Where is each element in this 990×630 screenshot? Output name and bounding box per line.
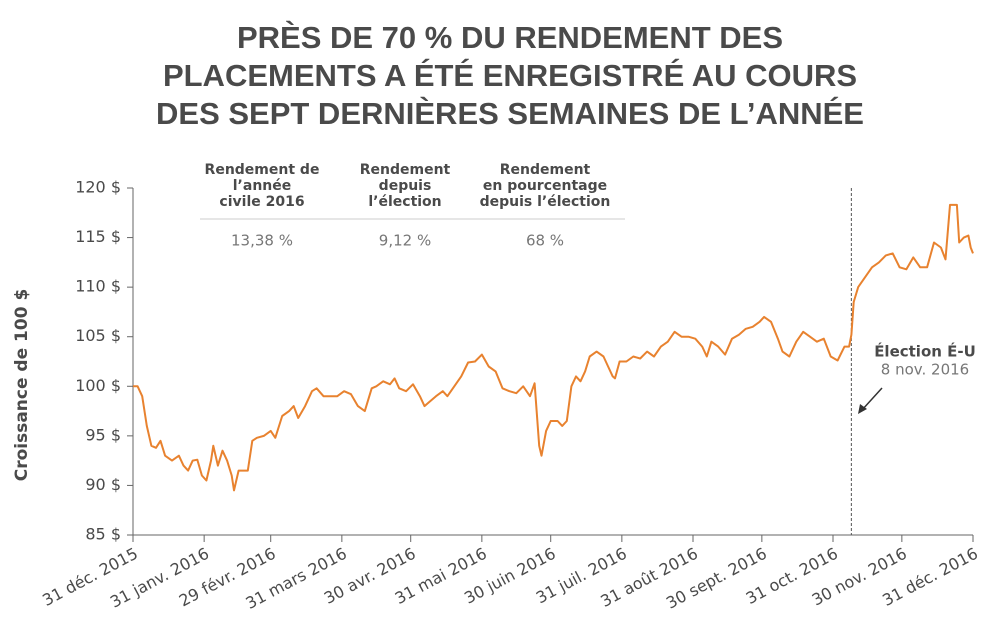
chart-title: DES SEPT DERNIÈRES SEMAINES DE L’ANNÉE <box>156 96 864 131</box>
annotation-title: Élection É-U <box>874 342 976 361</box>
chart-title: PRÈS DE 70 % DU RENDEMENT DES <box>237 20 783 55</box>
data-line <box>133 203 974 492</box>
annotation-arrow <box>861 387 883 411</box>
chart-title: PLACEMENTS A ÉTÉ ENREGISTRÉ AU COURS <box>163 58 857 93</box>
annotation-arrowhead <box>858 404 867 414</box>
table-header: Rendement <box>360 162 451 178</box>
table-header: l’élection <box>368 194 441 210</box>
y-tick-label: 95 $ <box>85 425 121 444</box>
table-header: civile 2016 <box>219 194 304 210</box>
y-tick-label: 110 $ <box>75 277 121 296</box>
annotation-date: 8 nov. 2016 <box>881 361 969 379</box>
y-tick-label: 115 $ <box>75 227 121 246</box>
y-axis-label: Croissance de 100 $ <box>12 289 32 482</box>
table-header: depuis l’élection <box>480 194 611 210</box>
table-value: 9,12 % <box>379 232 431 250</box>
y-tick-label: 105 $ <box>75 326 121 345</box>
y-tick-label: 100 $ <box>75 376 121 395</box>
table-header: en pourcentage <box>483 178 607 194</box>
table-header: Rendement <box>500 162 591 178</box>
y-tick-label: 90 $ <box>85 475 121 494</box>
y-tick-label: 85 $ <box>85 525 121 544</box>
y-tick-label: 120 $ <box>75 178 121 197</box>
table-value: 68 % <box>526 232 564 250</box>
table-header: l’année <box>233 178 292 194</box>
table-header: depuis <box>379 178 432 194</box>
table-header: Rendement de <box>205 162 320 178</box>
table-value: 13,38 % <box>231 232 293 250</box>
